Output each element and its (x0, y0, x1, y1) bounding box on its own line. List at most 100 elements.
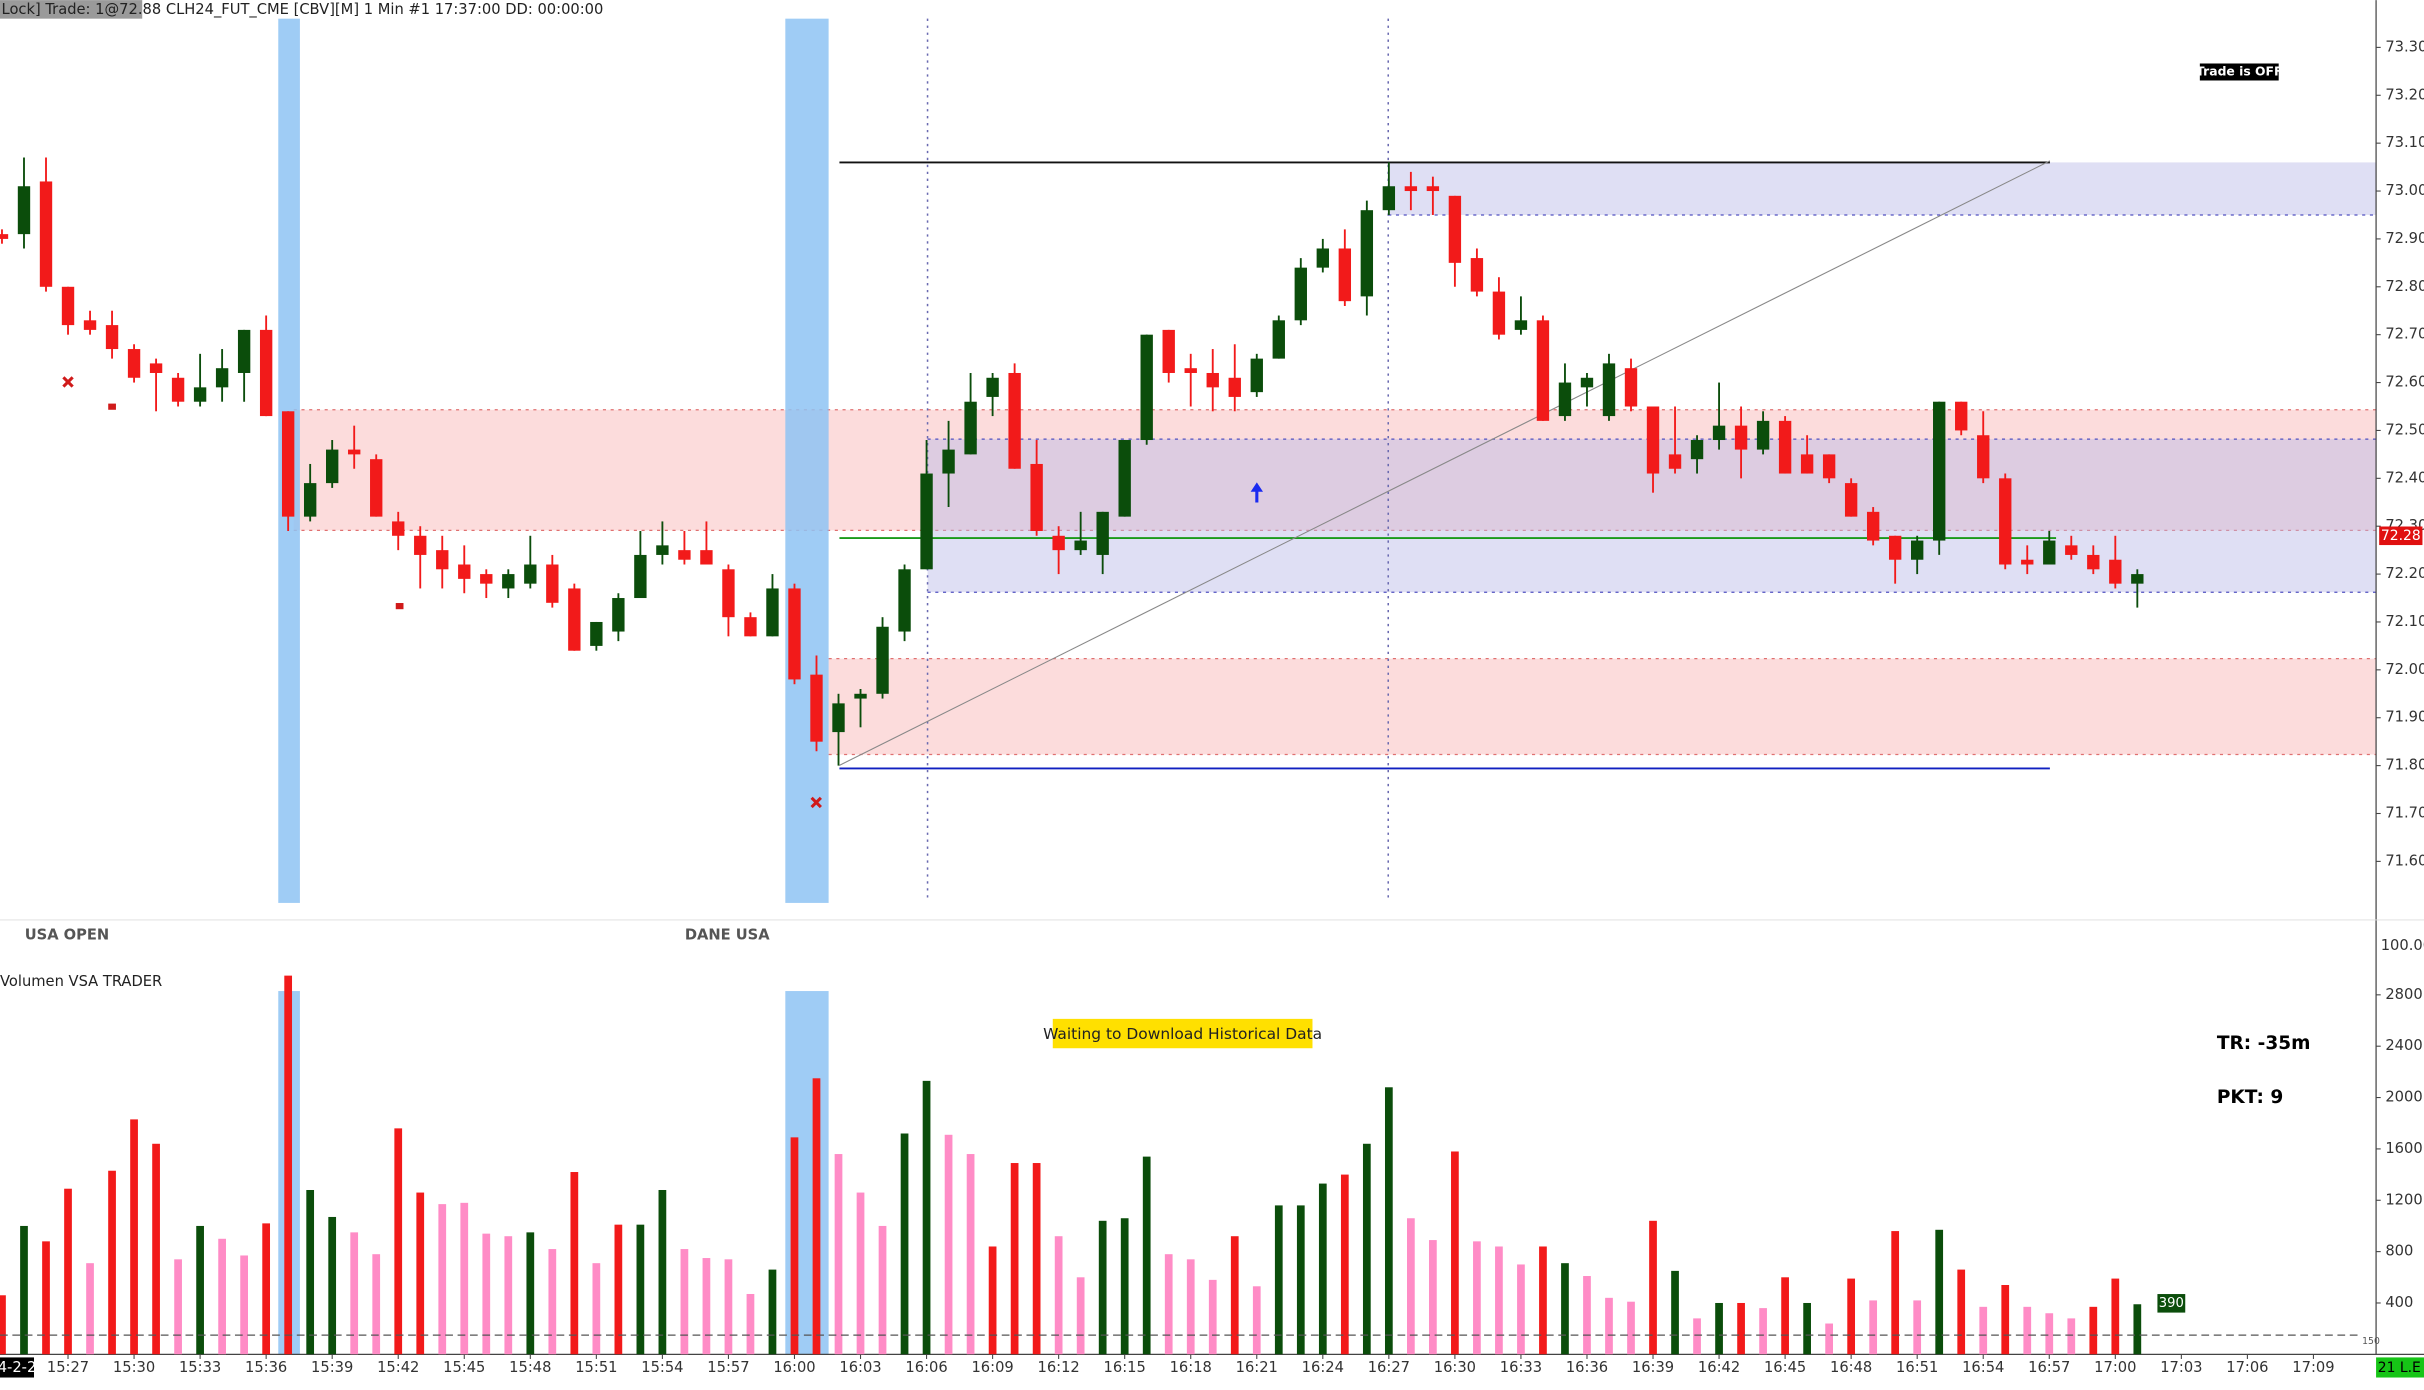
candle-body (436, 550, 449, 570)
signal-marker (62, 376, 74, 388)
candle-body (2087, 554, 2100, 570)
notice: Waiting to Download Historical Data (1043, 1025, 1322, 1043)
candle-body (1756, 420, 1770, 450)
candle-body (1492, 291, 1506, 335)
y-tick-label: 800 (2385, 1243, 2413, 1260)
x-tick-label: 15:54 (641, 1359, 683, 1376)
candle-body (127, 349, 141, 378)
candle-body (634, 554, 647, 599)
volume-bar (1605, 1297, 1613, 1355)
status-label: 21 L.E (2378, 1360, 2421, 1376)
y-tick-label: 72.60 (2385, 374, 2424, 391)
x-tick-label: 16:00 (773, 1359, 815, 1376)
x-tick-label: 15:27 (47, 1359, 89, 1376)
candle-body (612, 598, 625, 632)
candle-body (326, 449, 339, 484)
trend-line (839, 160, 2051, 766)
candle-body (722, 569, 735, 618)
volume-bar (1032, 1163, 1041, 1355)
candle-body (1514, 320, 1528, 330)
candle-body (215, 368, 229, 388)
x-tick-label: 16:42 (1698, 1359, 1740, 1376)
candle-body (766, 588, 779, 637)
x-tick-label: 15:33 (179, 1359, 221, 1376)
candle-body (1822, 454, 1836, 479)
candle-body (458, 564, 471, 579)
candle-body (1668, 454, 1682, 469)
volume-bar (1429, 1240, 1437, 1355)
volume-bar (592, 1263, 601, 1355)
volume-title: Volumen VSA TRADER (0, 973, 162, 990)
candle-body (656, 545, 669, 555)
volume-bar (438, 1204, 447, 1355)
volume-bar (2023, 1306, 2032, 1355)
candle-body (1360, 210, 1374, 297)
volume-plot (0, 975, 2142, 1355)
x-tick-label: 16:57 (2028, 1359, 2070, 1376)
volume-bar (416, 1192, 425, 1355)
volume-bar (1803, 1302, 1811, 1355)
volume-bar (922, 1080, 931, 1355)
x-tick-label: 16:45 (1764, 1359, 1806, 1376)
candle-body (1272, 320, 1285, 359)
volume-bar (108, 1170, 116, 1355)
y-tick-label: 400 (2385, 1294, 2413, 1311)
candle-body (568, 588, 581, 651)
x-tick-label: 16:24 (1302, 1359, 1344, 1376)
x-tick-label: 15:39 (311, 1359, 353, 1376)
y-tick-label: 2000 (2385, 1089, 2422, 1106)
volume-bar (328, 1216, 337, 1355)
candle-body (2131, 574, 2144, 584)
candle-body (1558, 382, 1572, 417)
volume-bar (1957, 1269, 1966, 1355)
candle-body (303, 483, 317, 517)
volume-bar (1715, 1302, 1723, 1355)
volume-bar (768, 1269, 777, 1355)
volume-bar (1340, 1174, 1349, 1355)
volume-bar (372, 1254, 381, 1355)
price-marker (2379, 526, 2423, 546)
volume-bar (1693, 1318, 1701, 1355)
range-zone (1388, 162, 2377, 215)
candle-body (1074, 540, 1087, 551)
x-tick-label: 15:45 (443, 1359, 485, 1376)
date-label-bg (0, 1357, 35, 1378)
volume-bar (1847, 1278, 1856, 1355)
volume-bar (900, 1133, 909, 1355)
y-tick-label: 72.00 (2385, 661, 2424, 678)
stat-pkt: PKT: 9 (2217, 1087, 2283, 1108)
candle-body (898, 569, 911, 632)
candle-body (1800, 454, 1814, 474)
demand-zone (828, 658, 2377, 755)
notice-bg (1052, 1018, 1313, 1049)
volume-bar (2001, 1285, 2010, 1355)
x-tick-label: 16:03 (839, 1359, 881, 1376)
candle-body (2043, 540, 2056, 565)
volume-bar (1495, 1246, 1503, 1355)
volume-bar (1935, 1229, 1944, 1355)
y-tick-label: 72.40 (2385, 469, 2424, 486)
candle-body (1844, 483, 1858, 517)
candle-body (1140, 334, 1153, 441)
volume-bar (988, 1246, 997, 1355)
candle-body (259, 329, 273, 417)
x-tick-label: 16:06 (905, 1359, 947, 1376)
volume-bar (1362, 1143, 1371, 1355)
volume-bar (724, 1259, 733, 1355)
candle-body (1228, 377, 1241, 397)
candle-body (1206, 372, 1219, 388)
candle-body (2065, 545, 2078, 555)
candle-body (2109, 559, 2122, 584)
volume-bar (856, 1192, 865, 1355)
candle-body (810, 674, 823, 742)
trade-status: Trade is OFF (2196, 64, 2282, 78)
candle-body (1448, 195, 1462, 263)
candle-body (480, 574, 493, 584)
stat-tr: TR: -35m (2217, 1033, 2311, 1054)
volume-bar (1627, 1301, 1635, 1355)
x-tick-label: 16:39 (1632, 1359, 1674, 1376)
candle-body (1778, 420, 1792, 474)
candle-body (1999, 478, 2012, 565)
volume-bar (1120, 1218, 1129, 1355)
volume-bar (196, 1225, 204, 1355)
